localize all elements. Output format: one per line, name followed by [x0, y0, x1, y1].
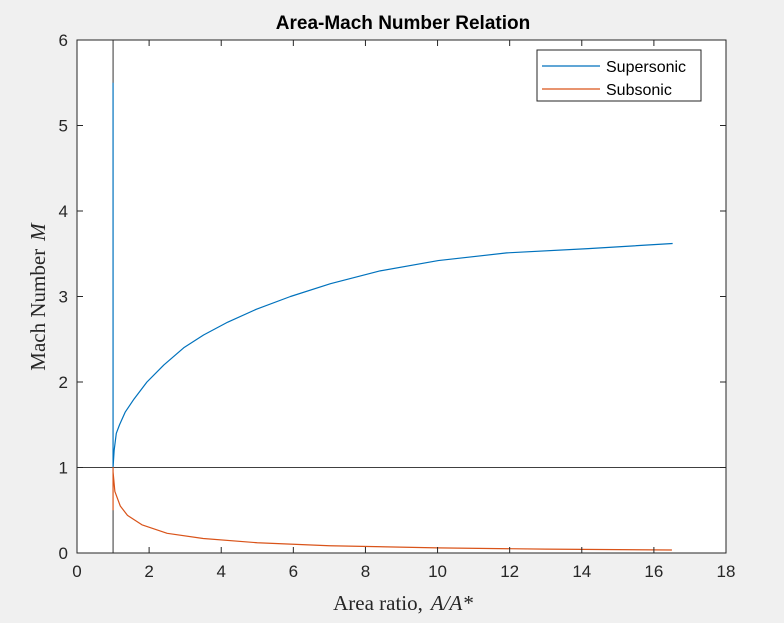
x-tick-label: 8	[361, 562, 370, 581]
x-tick-label: 2	[144, 562, 153, 581]
y-axis-label-math: M	[26, 222, 50, 242]
y-tick-label: 0	[59, 544, 68, 563]
legend-box	[536, 49, 702, 102]
x-axis-label: Area ratio, A/A*	[333, 591, 473, 615]
y-tick-label: 6	[59, 31, 68, 50]
x-tick-label: 6	[289, 562, 298, 581]
series-line-supersonic	[112, 82, 673, 469]
x-tick-label: 12	[500, 562, 519, 581]
legend-label-supersonic: Supersonic	[606, 59, 686, 76]
y-tick-label: 4	[59, 202, 68, 221]
x-tick-label: 0	[72, 562, 81, 581]
x-tick-label: 14	[572, 562, 591, 581]
series-line-subsonic	[112, 466, 672, 551]
x-tick-label: 18	[717, 562, 736, 581]
x-tick-label: 4	[216, 562, 225, 581]
y-tick-label: 2	[59, 373, 68, 392]
x-axis-label-math: A/A*	[429, 591, 473, 615]
y-tick-label: 3	[59, 288, 68, 307]
y-axis-label: Mach Number M	[26, 222, 50, 371]
plot-area	[77, 40, 726, 553]
ticks	[76, 39, 727, 554]
x-tick-label: 16	[644, 562, 663, 581]
y-axis-label-text: Mach Number	[26, 249, 50, 371]
x-axis-label-text: Area ratio,	[333, 591, 423, 615]
series-layer	[112, 82, 673, 551]
x-tick-label: 10	[428, 562, 447, 581]
legend: Supersonic Subsonic	[536, 49, 702, 102]
legend-label-subsonic: Subsonic	[606, 82, 672, 99]
y-tick-label: 1	[59, 459, 68, 478]
y-tick-label: 5	[59, 117, 68, 136]
chart-title: Area-Mach Number Relation	[276, 13, 530, 34]
